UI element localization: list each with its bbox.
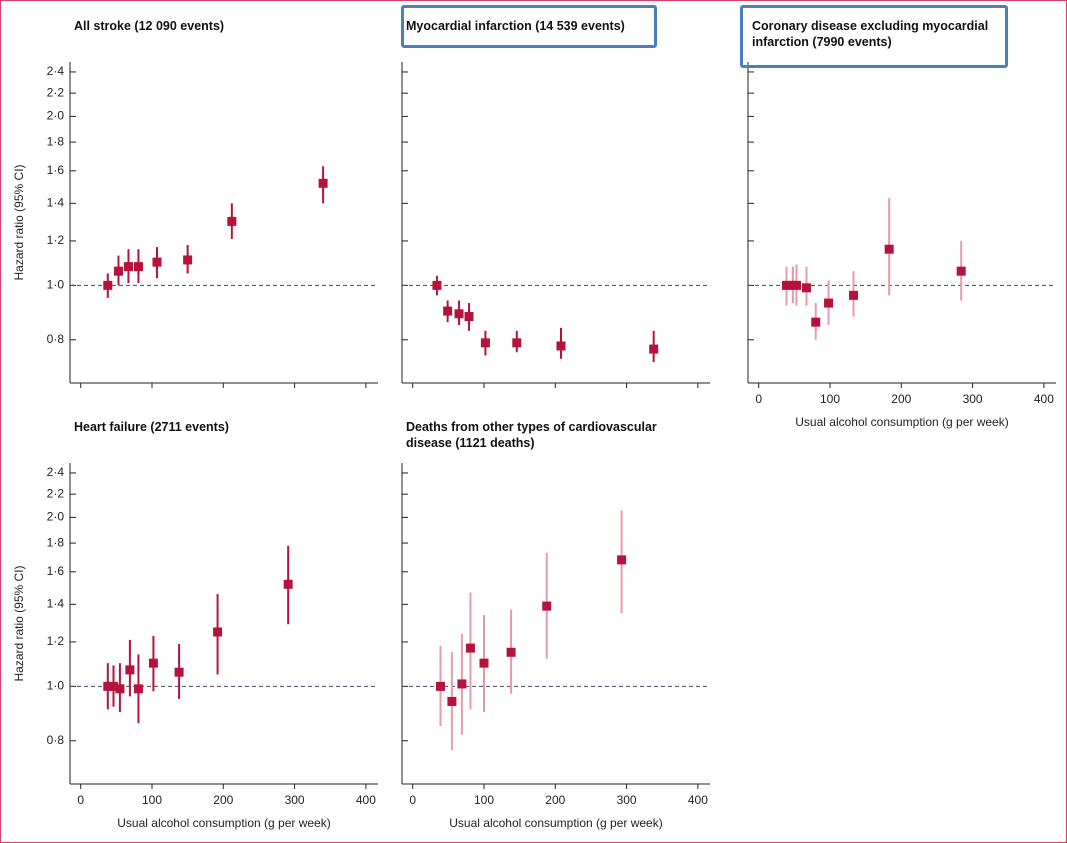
- point: [479, 658, 489, 668]
- point: [133, 262, 143, 272]
- point: [849, 290, 859, 300]
- highlight-box: [401, 5, 657, 48]
- x-axis-label: Usual alcohol consumption (g per week): [449, 816, 662, 830]
- x-tick-label: 200: [891, 392, 911, 406]
- highlight-box: [740, 5, 1008, 68]
- y-axis-label: Hazard ratio (95% CI): [12, 565, 26, 681]
- point: [115, 684, 125, 694]
- point: [811, 317, 821, 327]
- point: [556, 341, 566, 351]
- y-tick-label: 0·8: [47, 332, 65, 346]
- point: [148, 658, 158, 668]
- point: [443, 306, 453, 316]
- panel-title: Myocardial infarction (14 539 events): [406, 19, 625, 33]
- point: [782, 280, 791, 290]
- point: [506, 647, 516, 657]
- point: [480, 338, 490, 348]
- y-tick-label: 2·2: [47, 486, 65, 500]
- point: [283, 579, 293, 589]
- point: [103, 280, 113, 290]
- point: [884, 244, 894, 254]
- point: [183, 255, 193, 265]
- point: [227, 216, 237, 226]
- y-tick-label: 1·6: [47, 564, 65, 578]
- point: [464, 312, 474, 322]
- x-tick-label: 100: [474, 793, 494, 807]
- x-tick-label: 400: [688, 793, 708, 807]
- y-tick-label: 2·0: [47, 109, 65, 123]
- point: [791, 280, 801, 290]
- x-tick-label: 300: [285, 793, 305, 807]
- y-tick-label: 0·8: [47, 733, 65, 747]
- panel-title: Heart failure (2711 events): [74, 420, 229, 434]
- y-tick-label: 1·4: [47, 597, 65, 611]
- x-axis-label: Usual alcohol consumption (g per week): [117, 816, 330, 830]
- point: [152, 257, 162, 267]
- x-tick-label: 200: [213, 793, 233, 807]
- point: [125, 665, 135, 675]
- x-axis-label: Usual alcohol consumption (g per week): [795, 415, 1008, 429]
- y-tick-label: 1·2: [47, 634, 65, 648]
- y-tick-label: 1·0: [47, 679, 65, 693]
- point: [801, 283, 811, 293]
- panel-title: All stroke (12 090 events): [74, 19, 225, 33]
- x-tick-label: 0: [77, 793, 84, 807]
- point: [213, 627, 223, 637]
- point: [447, 696, 457, 706]
- point: [824, 298, 834, 308]
- x-tick-label: 200: [545, 793, 565, 807]
- y-tick-label: 1·4: [47, 196, 65, 210]
- point: [454, 309, 464, 319]
- point: [432, 280, 442, 290]
- y-tick-label: 1·0: [47, 278, 65, 292]
- y-tick-label: 2·4: [47, 64, 65, 78]
- point: [436, 681, 445, 691]
- y-axis-label: Hazard ratio (95% CI): [12, 164, 26, 280]
- panel-title: Deaths from other types of cardiovascula…: [406, 420, 657, 450]
- point: [113, 266, 123, 276]
- y-tick-label: 1·6: [47, 163, 65, 177]
- x-tick-label: 0: [409, 793, 416, 807]
- point: [318, 178, 328, 188]
- point: [649, 344, 659, 354]
- x-tick-label: 100: [142, 793, 162, 807]
- y-tick-label: 2·0: [47, 510, 65, 524]
- point: [123, 262, 133, 272]
- x-tick-label: 400: [1034, 392, 1054, 406]
- y-tick-label: 1·8: [47, 535, 65, 549]
- point: [465, 643, 475, 653]
- point: [457, 679, 467, 689]
- x-tick-label: 0: [755, 392, 762, 406]
- point: [103, 681, 113, 691]
- point: [542, 601, 552, 611]
- point: [108, 681, 118, 691]
- x-tick-label: 300: [617, 793, 637, 807]
- point: [133, 684, 143, 694]
- y-tick-label: 1·2: [47, 233, 65, 247]
- x-tick-label: 400: [356, 793, 376, 807]
- point: [617, 555, 627, 565]
- point: [174, 667, 184, 677]
- x-tick-label: 100: [820, 392, 840, 406]
- x-tick-label: 300: [963, 392, 983, 406]
- y-tick-label: 1·8: [47, 134, 65, 148]
- y-tick-label: 2·4: [47, 465, 65, 479]
- y-tick-label: 2·2: [47, 85, 65, 99]
- point: [956, 266, 966, 276]
- point: [512, 338, 522, 348]
- panel-title: Coronary disease excluding myocardial in…: [752, 19, 989, 49]
